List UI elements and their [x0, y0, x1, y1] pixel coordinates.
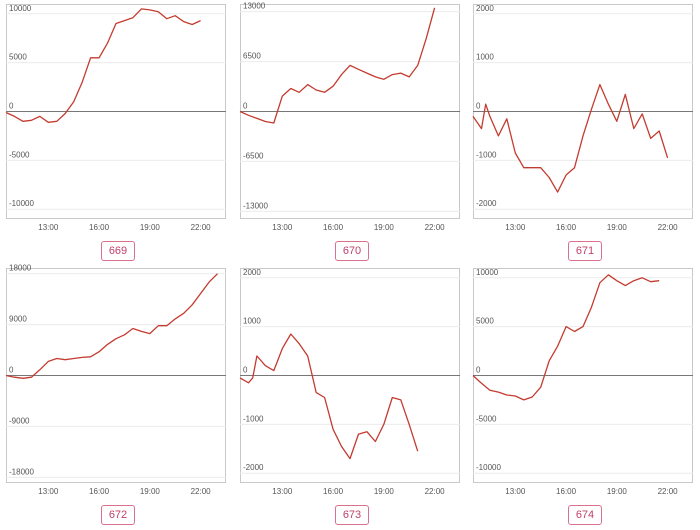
- y-tick-label: 1000: [243, 317, 261, 326]
- chart-panel-670: 13000 6500 0 -6500 -13000 13:00 16:00 19:00 22:0…: [239, 2, 464, 266]
- y-tick-label: -10000: [9, 199, 34, 208]
- y-tick-label: 5000: [9, 53, 27, 62]
- x-tick-label: 22:00: [191, 223, 212, 232]
- x-tick-label: 19:00: [140, 223, 161, 232]
- y-tick-label: -6500: [243, 151, 264, 160]
- series-line: [5, 8, 201, 123]
- series-line: [472, 274, 660, 401]
- series-line: [239, 7, 436, 124]
- x-tick-label: 19:00: [374, 223, 395, 232]
- x-tick-label: 22:00: [658, 223, 679, 232]
- chart-label-badge: 671: [568, 241, 602, 261]
- chart-672: 18000 9000 0 -9000 -18000 13:00 16:00 19:00 22:0…: [5, 264, 226, 496]
- y-tick-label: 2000: [476, 4, 494, 13]
- x-tick-label: 16:00: [323, 223, 344, 232]
- x-tick-label: 22:00: [425, 223, 446, 232]
- series-line: [472, 83, 669, 193]
- y-tick-label: 13000: [243, 2, 266, 11]
- x-tick-label: 13:00: [272, 223, 293, 232]
- y-tick-label: 0: [476, 102, 481, 111]
- x-tick-label: 13:00: [38, 223, 59, 232]
- y-tick-label: 10000: [476, 268, 499, 277]
- y-tick-label: 0: [243, 366, 248, 375]
- y-tick-label: -13000: [243, 201, 268, 210]
- y-tick-label: 0: [9, 366, 14, 375]
- y-tick-label: 6500: [243, 52, 261, 61]
- y-tick-label: 5000: [476, 317, 494, 326]
- y-tick-label: 10000: [9, 4, 32, 13]
- x-tick-label: 22:00: [191, 487, 212, 496]
- x-tick-label: 16:00: [556, 223, 577, 232]
- x-tick-label: 19:00: [607, 223, 628, 232]
- y-tick-label: -9000: [9, 416, 30, 425]
- chart-panel-673: 2000 1000 0 -1000 -2000 13:00 16:00 19:00 22:00 6…: [239, 268, 464, 530]
- chart-669: 10000 5000 0 -5000 -10000 13:00 16:00 19:00 22:0…: [5, 4, 226, 232]
- x-tick-label: 19:00: [140, 487, 161, 496]
- chart-670: 13000 6500 0 -6500 -13000 13:00 16:00 19:00 22:0…: [239, 2, 460, 232]
- chart-674: 10000 5000 0 -5000 -10000 13:00 16:00 19:00 22:0…: [472, 268, 693, 496]
- y-tick-label: -10000: [476, 463, 501, 472]
- y-tick-label: -18000: [9, 467, 34, 476]
- y-tick-label: -2000: [476, 199, 497, 208]
- x-tick-label: 16:00: [89, 487, 110, 496]
- y-tick-label: 1000: [476, 53, 494, 62]
- x-tick-label: 13:00: [38, 487, 59, 496]
- y-tick-label: -2000: [243, 463, 264, 472]
- y-tick-label: -1000: [243, 414, 264, 423]
- x-tick-label: 22:00: [425, 487, 446, 496]
- y-tick-label: 18000: [9, 264, 32, 273]
- chart-panel-669: 10000 5000 0 -5000 -10000 13:00 16:00 19:00 22:0…: [5, 4, 230, 266]
- chart-label-badge: 670: [335, 241, 369, 261]
- chart-label-badge: 674: [568, 505, 602, 525]
- chart-panel-674: 10000 5000 0 -5000 -10000 13:00 16:00 19:00 22:0…: [472, 268, 697, 530]
- y-tick-label: 0: [243, 102, 248, 111]
- chart-label-badge: 673: [335, 505, 369, 525]
- y-tick-label: -1000: [476, 150, 497, 159]
- x-tick-label: 19:00: [374, 487, 395, 496]
- chart-label-badge: 669: [101, 241, 135, 261]
- x-tick-label: 16:00: [323, 487, 344, 496]
- x-tick-label: 16:00: [89, 223, 110, 232]
- y-tick-label: 0: [9, 102, 14, 111]
- chart-671: 2000 1000 0 -1000 -2000 13:00 16:00 19:00 22:00: [472, 4, 693, 232]
- y-tick-label: 0: [476, 366, 481, 375]
- chart-panel-671: 2000 1000 0 -1000 -2000 13:00 16:00 19:00 22:00 6…: [472, 4, 697, 266]
- chart-label-badge: 672: [101, 505, 135, 525]
- series-line: [239, 333, 419, 460]
- chart-panel-672: 18000 9000 0 -9000 -18000 13:00 16:00 19:00 22:0…: [5, 264, 230, 530]
- x-tick-label: 13:00: [505, 223, 526, 232]
- y-tick-label: -5000: [476, 414, 497, 423]
- y-tick-label: -5000: [9, 150, 30, 159]
- x-tick-label: 19:00: [607, 487, 628, 496]
- x-tick-label: 13:00: [505, 487, 526, 496]
- x-tick-label: 13:00: [272, 487, 293, 496]
- chart-673: 2000 1000 0 -1000 -2000 13:00 16:00 19:00 22:00: [239, 268, 460, 496]
- y-tick-label: 9000: [9, 315, 27, 324]
- x-tick-label: 16:00: [556, 487, 577, 496]
- y-tick-label: 2000: [243, 268, 261, 277]
- series-line: [5, 273, 218, 379]
- x-tick-label: 22:00: [658, 487, 679, 496]
